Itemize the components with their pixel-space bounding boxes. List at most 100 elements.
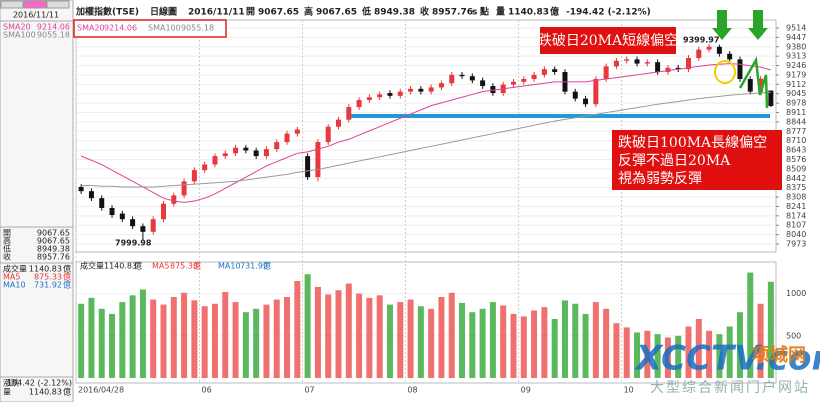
legend-sma100-value: 9055.18 bbox=[181, 24, 214, 33]
volume-bar bbox=[325, 294, 332, 378]
header-name: 加權指數(TSE) bbox=[75, 6, 139, 18]
volume-bar bbox=[572, 303, 579, 378]
candle-body bbox=[408, 88, 414, 92]
candle-body bbox=[593, 79, 599, 105]
candle-body bbox=[480, 80, 486, 87]
header-high: 9067.65 bbox=[316, 8, 357, 18]
ma-line bbox=[81, 91, 771, 188]
volume-bar bbox=[510, 313, 517, 378]
watermark-slogan: 大型综合新闻门户网站 bbox=[650, 379, 810, 396]
candle-body bbox=[438, 83, 444, 88]
left-ma5-label: MA5 bbox=[3, 273, 20, 282]
candle-body bbox=[613, 60, 619, 67]
volume-frame bbox=[75, 261, 777, 384]
candle-body bbox=[140, 226, 146, 232]
candle-body bbox=[346, 107, 352, 120]
legend bbox=[73, 19, 227, 38]
candle-body bbox=[665, 67, 671, 73]
volume-bar bbox=[119, 302, 126, 378]
left-change-label: 漲跌 bbox=[3, 378, 19, 388]
candle-body bbox=[490, 86, 496, 94]
volume-bar bbox=[284, 297, 291, 378]
legend-sma100: SMA100 bbox=[148, 24, 181, 33]
candle-body bbox=[511, 81, 516, 85]
y-tick-label: 9447 bbox=[786, 33, 806, 42]
candle-body bbox=[284, 133, 290, 143]
volume-bar bbox=[489, 302, 496, 378]
volume-bar bbox=[736, 312, 743, 378]
y-tick-label: 8107 bbox=[786, 221, 806, 230]
left-sma100-label: SMA100 bbox=[3, 31, 36, 40]
unit: 億 bbox=[193, 261, 201, 271]
annotation: 視為弱勢反彈 bbox=[618, 171, 702, 187]
candle-body bbox=[737, 59, 743, 80]
candle-body bbox=[603, 66, 609, 80]
left-vol-label: 成交量 bbox=[3, 264, 27, 274]
candle-body bbox=[356, 100, 362, 108]
volume-bar bbox=[459, 302, 466, 378]
left-sma20-label: SMA20 bbox=[3, 23, 31, 32]
volume-bar bbox=[695, 318, 702, 378]
unit: 億 bbox=[263, 261, 271, 271]
left-sma20-value: 9214.06 bbox=[37, 23, 70, 32]
volume-bar bbox=[407, 299, 414, 378]
y-tick-label: 8442 bbox=[786, 174, 806, 183]
volume-bar bbox=[448, 292, 455, 378]
candle-body bbox=[253, 150, 259, 157]
volume-bar bbox=[139, 289, 146, 378]
y-tick-label: 8174 bbox=[786, 211, 806, 220]
y-tick-label: 8911 bbox=[786, 108, 806, 117]
header-change: -194.42 (-2.12%) bbox=[566, 8, 651, 18]
left-vol: 1140.83 bbox=[29, 265, 62, 274]
y-tick-label: 8777 bbox=[786, 127, 806, 136]
volume-bar bbox=[551, 318, 558, 378]
volume-bar bbox=[242, 312, 249, 378]
volume-bar bbox=[531, 310, 538, 378]
y-tick-label: 7973 bbox=[786, 240, 806, 249]
candle-body bbox=[212, 156, 218, 165]
annotation: 跌破日20MA短線偏空 bbox=[538, 33, 678, 49]
tab[interactable] bbox=[23, 0, 47, 9]
arrow bbox=[748, 10, 768, 40]
volume-label: 成交量 bbox=[80, 261, 104, 271]
candle-body bbox=[387, 93, 393, 96]
annotation-box bbox=[612, 130, 782, 190]
candle-body bbox=[336, 119, 341, 127]
candle-body bbox=[99, 198, 105, 208]
y-tick-label: 500 bbox=[786, 331, 801, 340]
low-annotation: 7999.98 bbox=[115, 239, 152, 248]
volume-bar bbox=[88, 297, 95, 378]
candle-body bbox=[686, 57, 691, 70]
volume-bar bbox=[685, 326, 692, 378]
header-s: s bbox=[472, 8, 477, 18]
tab[interactable] bbox=[46, 0, 70, 9]
header-open-label: 開 bbox=[246, 7, 255, 18]
volume-bar bbox=[592, 302, 599, 378]
ma5-value: 875.33 bbox=[170, 262, 198, 271]
left-low-label: 低 bbox=[3, 244, 11, 254]
y-tick-label: 8509 bbox=[786, 164, 806, 173]
legend-sma20: SMA20 bbox=[77, 24, 105, 33]
left-high-label: 高 bbox=[3, 236, 11, 246]
left-unit: 億 bbox=[63, 272, 71, 282]
y-tick-label: 8308 bbox=[786, 193, 806, 202]
header-open: 9067.65 bbox=[258, 8, 299, 18]
y-tick-label: 9112 bbox=[786, 80, 806, 89]
candle-body bbox=[583, 98, 589, 105]
header-period: 日線圖 bbox=[150, 6, 177, 18]
volume-bar bbox=[428, 308, 435, 378]
volume-bar bbox=[376, 295, 383, 378]
watermark-logo: XCCTV.com bbox=[634, 339, 820, 379]
volume-bar bbox=[181, 292, 188, 378]
volume-bar bbox=[366, 297, 373, 378]
left-qty-label: 量 bbox=[3, 388, 11, 397]
volume-bar bbox=[304, 274, 311, 378]
candle-body bbox=[552, 69, 558, 73]
candle-body bbox=[521, 79, 527, 82]
tab[interactable] bbox=[0, 0, 24, 9]
header-point: 點 bbox=[479, 6, 489, 18]
ma10-label: MA10 bbox=[218, 262, 241, 271]
volume-bar bbox=[232, 302, 239, 378]
header-high-label: 高 bbox=[304, 6, 313, 18]
header-low-label: 低 bbox=[361, 6, 371, 18]
